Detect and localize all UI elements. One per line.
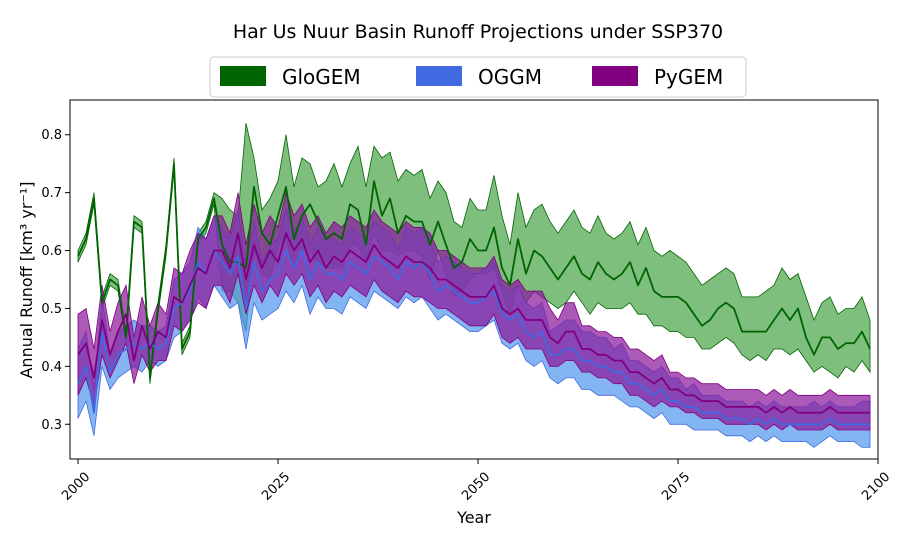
legend-label-glogem: GloGEM <box>282 65 361 89</box>
chart-title: Har Us Nuur Basin Runoff Projections und… <box>233 21 723 43</box>
y-tick-label: 0.8 <box>41 128 62 143</box>
line-pygem <box>77 232 870 414</box>
x-tick-label: 2000 <box>59 470 93 504</box>
legend-swatch-oggm <box>416 66 462 86</box>
legend: GloGEM OGGM PyGEM <box>209 56 747 98</box>
y-axis: 0.3 0.4 0.5 0.6 0.7 0.8 <box>41 128 70 433</box>
x-tick-label: 2025 <box>259 470 293 504</box>
y-axis-label: Annual Runoff [km³ yr⁻¹] <box>17 181 36 378</box>
line-glogem <box>77 162 871 379</box>
legend-swatch-pygem <box>592 66 638 86</box>
x-axis-label: Year <box>456 508 491 527</box>
plot-frame <box>69 99 879 460</box>
y-tick-label: 0.3 <box>41 418 62 433</box>
plot-area <box>77 123 871 448</box>
legend-label-pygem: PyGEM <box>654 65 723 89</box>
y-tick-label: 0.5 <box>41 302 62 317</box>
y-tick-label: 0.6 <box>41 244 62 259</box>
legend-swatch-glogem <box>220 66 266 86</box>
x-axis: 2000 2025 2050 2075 2100 <box>59 459 893 504</box>
y-tick-label: 0.7 <box>41 186 62 201</box>
legend-label-oggm: OGGM <box>478 65 542 89</box>
x-tick-label: 2075 <box>659 470 693 504</box>
x-tick-label: 2050 <box>459 470 493 504</box>
y-tick-label: 0.4 <box>41 360 62 375</box>
x-tick-label: 2100 <box>859 470 893 504</box>
